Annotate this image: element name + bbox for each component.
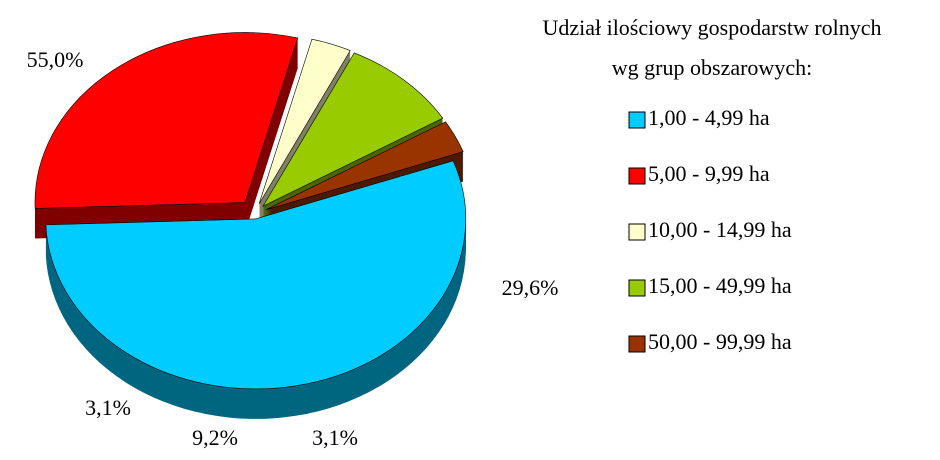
data-label: 3,1% [312,425,358,450]
legend-swatch [628,223,646,241]
pie-slice [34,32,299,209]
pie-slice [262,52,444,207]
legend-label: 10,00 - 14,99 ha [648,217,792,242]
pie-slice [258,38,351,204]
data-label: 55,0% [27,47,84,72]
chart-title: wg grup obszarowych: [612,55,812,80]
legend-swatch [628,279,646,297]
legend-swatch [628,167,646,185]
data-label: 3,1% [85,395,131,420]
pie-slice [265,121,464,211]
data-label: 9,2% [192,425,238,450]
legend-label: 15,00 - 49,99 ha [648,273,792,298]
legend-swatch [628,111,646,129]
legend-swatch [628,335,646,353]
pie-slice [45,160,467,390]
legend-label: 50,00 - 99,99 ha [648,329,792,354]
chart-title: Udział ilościowy gospodarstw rolnych [542,15,881,40]
legend-label: 1,00 - 4,99 ha [648,105,770,130]
data-label: 29,6% [502,275,559,300]
legend-label: 5,00 - 9,99 ha [648,161,770,186]
